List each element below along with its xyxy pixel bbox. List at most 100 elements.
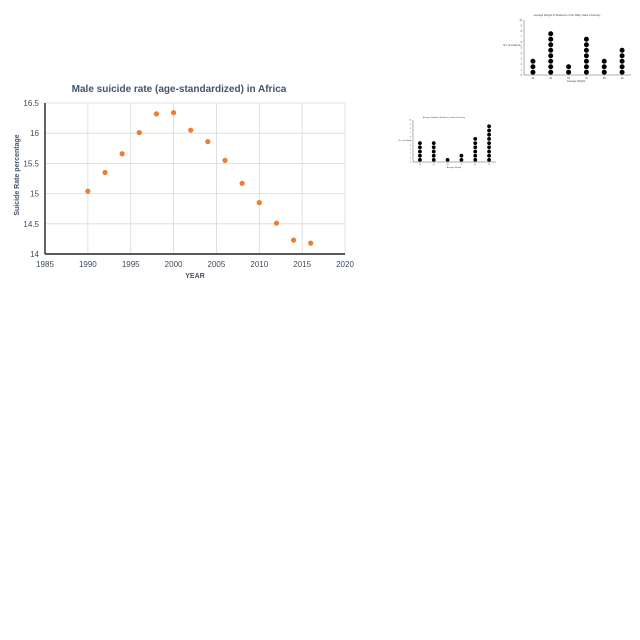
dot-marker — [487, 137, 491, 141]
y-tick-label: 16 — [30, 129, 39, 138]
y-tick-label: 9 — [410, 124, 411, 126]
y-tick-label: 14.5 — [23, 220, 39, 229]
y-tick-label: 5 — [521, 46, 523, 49]
dot-marker — [487, 145, 491, 150]
dot-marker — [583, 36, 589, 42]
data-point — [153, 111, 160, 117]
dot-marker — [473, 158, 478, 162]
main-scatter-chart: Male suicide rate (age-standardized) in … — [14, 84, 354, 280]
thumbnail-x-label: Average Weight — [447, 166, 462, 169]
dot-marker — [619, 53, 625, 59]
data-point — [85, 188, 91, 194]
dot-marker — [487, 124, 491, 129]
dot-marker — [583, 47, 589, 53]
data-point — [239, 180, 245, 186]
dot-marker — [583, 58, 589, 64]
dot-marker — [487, 141, 491, 146]
x-tick-label: 50 — [549, 77, 552, 80]
x-tick-label: 40 — [532, 77, 535, 80]
data-point — [188, 127, 194, 133]
y-tick-label: 16.5 — [23, 99, 39, 108]
data-point — [222, 157, 228, 163]
dot-marker — [431, 145, 436, 150]
y-tick-label: 2 — [410, 153, 411, 155]
dot-marker — [487, 128, 491, 133]
dot-marker — [619, 69, 625, 75]
dot-marker — [418, 153, 422, 158]
y-tick-label: 14 — [30, 250, 39, 259]
y-tick-label: 10 — [519, 19, 522, 22]
dot-marker — [473, 149, 478, 154]
y-tick-label: 8 — [521, 30, 523, 33]
dot-marker — [548, 58, 554, 64]
y-tick-label: 6 — [410, 136, 411, 138]
dot-marker — [548, 64, 554, 70]
y-tick-label: 0 — [521, 74, 523, 77]
data-point — [256, 200, 262, 206]
dot-marker — [431, 158, 436, 162]
dot-marker — [473, 153, 478, 158]
y-tick-label: 15 — [30, 190, 39, 199]
x-tick-label: 50 — [433, 164, 435, 166]
dot-marker — [583, 42, 589, 48]
x-tick-label: 2000 — [165, 260, 183, 269]
x-tick-label: 90 — [488, 164, 490, 166]
thumbnail-y-label: No. of students — [503, 43, 521, 47]
dot-marker — [601, 64, 607, 70]
x-tick-label: 2010 — [250, 260, 268, 269]
x-axis-label: YEAR — [185, 273, 204, 280]
data-point — [170, 110, 177, 116]
dot-marker — [459, 158, 464, 162]
dot-marker — [487, 132, 491, 137]
dot-marker — [619, 64, 625, 70]
x-tick-label: 2020 — [336, 260, 354, 269]
dot-marker — [619, 58, 625, 64]
dot-marker — [459, 153, 464, 158]
data-point — [102, 169, 108, 176]
dot-marker — [487, 153, 491, 158]
data-point — [273, 220, 280, 226]
x-tick-label: 1995 — [122, 260, 140, 269]
dot-marker — [601, 69, 607, 75]
dot-marker — [487, 158, 491, 162]
dot-marker — [548, 69, 554, 75]
x-tick-label: 80 — [474, 164, 476, 166]
x-tick-label: 80 — [603, 77, 606, 80]
data-point — [119, 151, 125, 157]
dot-marker — [431, 153, 436, 158]
dot-marker — [445, 158, 450, 162]
dot-marker — [473, 141, 478, 146]
dot-marker — [583, 64, 589, 70]
y-tick-label: 7 — [521, 35, 523, 38]
x-tick-label: 60 — [447, 164, 449, 166]
chart-title: Male suicide rate (age-standardized) in … — [72, 84, 287, 95]
x-tick-label: 1985 — [36, 260, 54, 269]
thumbnail-dot-plot-large: Average Weight of Students in Fort Valle… — [503, 13, 631, 83]
x-tick-label: 70 — [585, 77, 588, 80]
x-tick-label: 1990 — [79, 260, 97, 269]
x-tick-label: 40 — [419, 164, 421, 166]
thumbnail-title: Average Weight of Students in Some Unive… — [423, 116, 465, 119]
y-tick-label: 1 — [410, 157, 411, 159]
dot-marker — [473, 137, 478, 141]
y-tick-label: 5 — [410, 141, 411, 143]
y-tick-label: 9 — [521, 24, 523, 27]
y-tick-label: 8 — [410, 128, 411, 130]
dot-marker — [566, 64, 572, 70]
thumbnail-title: Average Weight of Students in Fort Valle… — [534, 13, 601, 17]
dot-marker — [418, 145, 422, 150]
dot-marker — [530, 69, 536, 75]
data-point — [290, 237, 297, 243]
dot-marker — [530, 64, 536, 70]
y-tick-label: 6 — [521, 41, 523, 44]
x-tick-label: 60 — [567, 77, 570, 80]
y-tick-label: 10 — [409, 120, 411, 122]
dot-marker — [548, 53, 554, 59]
dot-marker — [418, 149, 422, 154]
thumbnail-y-label: No. of students — [398, 139, 411, 142]
y-tick-label: 3 — [410, 149, 411, 151]
y-tick-label: 4 — [410, 145, 411, 147]
y-tick-label: 4 — [521, 52, 523, 55]
y-tick-label: 3 — [521, 57, 523, 60]
y-tick-label: 15.5 — [23, 159, 39, 168]
